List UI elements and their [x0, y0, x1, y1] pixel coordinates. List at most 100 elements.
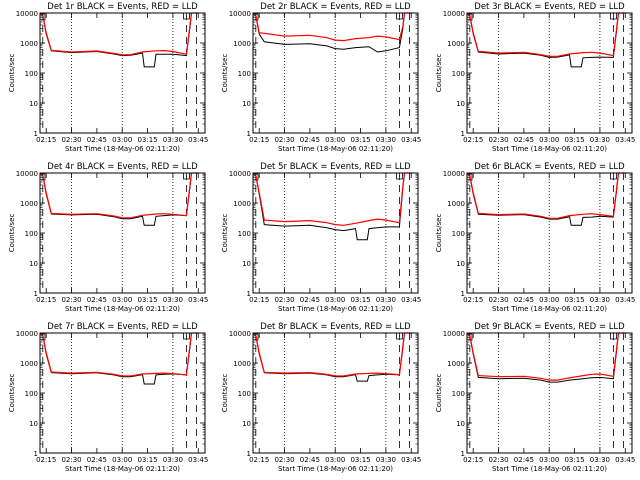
- x-tick-label: 03:30: [163, 296, 183, 304]
- chart-panel: Det 1r BLACK = Events, RED = LLD 1 10 100 10…: [8, 2, 208, 153]
- x-tick-label: 03:30: [590, 296, 610, 304]
- y-axis-label: Counts/sec: [221, 54, 229, 93]
- series-lld-line: [39, 332, 199, 377]
- y-tick-label: 1: [34, 130, 38, 138]
- x-tick-label: 02:30: [488, 456, 508, 464]
- y-tick-label: 10: [29, 100, 38, 108]
- x-tick-label: 02:15: [249, 136, 269, 144]
- y-axis-label: Counts/sec: [221, 214, 229, 253]
- chart-title: Det 8r BLACK = Events, RED = LLD: [260, 322, 411, 332]
- y-tick-label: 100: [25, 230, 38, 238]
- y-tick-label: 1000: [20, 360, 38, 368]
- x-axis-label: Start Time (18-May-06 02:11:20): [65, 465, 180, 473]
- x-tick-label: 02:15: [463, 296, 483, 304]
- y-axis-label: Counts/sec: [221, 374, 229, 413]
- y-tick-label: 100: [238, 230, 251, 238]
- x-tick-label: 03:30: [163, 136, 183, 144]
- chart-panel: Det 3r BLACK = Events, RED = LLD 1 10 100 10…: [435, 2, 635, 153]
- x-tick-label: 02:45: [514, 296, 534, 304]
- series-lld-line: [466, 332, 626, 381]
- x-tick-label: 02:15: [249, 456, 269, 464]
- bracket-marker: [610, 13, 617, 20]
- y-tick-label: 10000: [229, 330, 251, 338]
- x-axis-label: Start Time (18-May-06 02:11:20): [492, 305, 607, 313]
- y-tick-label: 10: [29, 260, 38, 268]
- chart-panel: Det 8r BLACK = Events, RED = LLD 1 10 100 10…: [221, 322, 421, 473]
- bracket-marker: [254, 173, 259, 181]
- chart-title: Det 2r BLACK = Events, RED = LLD: [260, 2, 411, 12]
- chart-panel: Det 9r BLACK = Events, RED = LLD 1 10 100 10…: [435, 322, 635, 473]
- y-tick-label: 1000: [233, 360, 251, 368]
- x-tick-label: 03:00: [112, 456, 132, 464]
- series-events-line: [252, 172, 412, 241]
- y-axis-label: Counts/sec: [435, 374, 443, 413]
- chart-title: Det 7r BLACK = Events, RED = LLD: [47, 322, 198, 332]
- x-tick-label: 03:15: [137, 136, 157, 144]
- chart-title: Det 5r BLACK = Events, RED = LLD: [260, 162, 411, 172]
- series-events-line: [466, 12, 626, 68]
- bracket-marker: [41, 13, 46, 21]
- chart-panel: Det 4r BLACK = Events, RED = LLD 1 10 100 10…: [8, 162, 208, 313]
- y-tick-label: 1000: [447, 360, 465, 368]
- x-tick-label: 03:15: [137, 296, 157, 304]
- bracket-marker: [468, 333, 473, 341]
- x-tick-label: 03:45: [615, 456, 635, 464]
- x-tick-label: 02:30: [274, 456, 294, 464]
- y-tick-label: 10000: [229, 170, 251, 178]
- x-tick-label: 02:45: [87, 456, 107, 464]
- y-axis-label: Counts/sec: [8, 54, 16, 93]
- x-tick-label: 02:30: [61, 296, 81, 304]
- y-tick-label: 1: [34, 450, 38, 458]
- y-tick-label: 100: [452, 390, 465, 398]
- x-tick-label: 02:45: [514, 456, 534, 464]
- series-lld-line: [252, 172, 412, 226]
- x-tick-label: 02:15: [36, 456, 56, 464]
- chart-panel: Det 6r BLACK = Events, RED = LLD 1 10 100 10…: [435, 162, 635, 313]
- series-lld-line: [466, 172, 626, 219]
- x-tick-label: 02:15: [463, 136, 483, 144]
- series-lld-line: [466, 12, 626, 57]
- x-axis-label: Start Time (18-May-06 02:11:20): [65, 305, 180, 313]
- x-tick-label: 02:15: [463, 456, 483, 464]
- x-tick-label: 03:45: [615, 296, 635, 304]
- x-tick-label: 03:15: [350, 136, 370, 144]
- y-tick-label: 1000: [447, 200, 465, 208]
- x-tick-label: 03:45: [188, 136, 208, 144]
- y-tick-label: 10000: [229, 10, 251, 18]
- y-tick-label: 10000: [16, 330, 38, 338]
- y-tick-label: 10000: [16, 10, 38, 18]
- x-tick-label: 03:30: [590, 136, 610, 144]
- y-tick-label: 10: [456, 100, 465, 108]
- x-tick-label: 02:45: [300, 136, 320, 144]
- y-tick-label: 10000: [443, 330, 465, 338]
- x-tick-label: 02:30: [488, 296, 508, 304]
- bracket-marker: [396, 13, 403, 20]
- y-tick-label: 100: [25, 70, 38, 78]
- y-tick-label: 100: [238, 70, 251, 78]
- x-tick-label: 02:45: [514, 136, 534, 144]
- y-tick-label: 1000: [447, 40, 465, 48]
- bracket-marker: [396, 333, 403, 340]
- chart-title: Det 6r BLACK = Events, RED = LLD: [474, 162, 625, 172]
- y-tick-label: 10: [242, 260, 251, 268]
- x-tick-label: 03:00: [325, 136, 345, 144]
- bracket-marker: [183, 13, 190, 20]
- y-tick-label: 10: [242, 420, 251, 428]
- x-tick-label: 03:00: [325, 296, 345, 304]
- y-tick-label: 1: [461, 450, 465, 458]
- x-tick-label: 02:15: [36, 136, 56, 144]
- bracket-marker: [610, 333, 617, 340]
- x-tick-label: 02:30: [61, 456, 81, 464]
- x-tick-label: 03:00: [112, 296, 132, 304]
- y-tick-label: 10000: [443, 170, 465, 178]
- y-tick-label: 1: [247, 290, 251, 298]
- y-tick-label: 100: [452, 70, 465, 78]
- bracket-marker: [183, 333, 190, 340]
- x-axis-label: Start Time (18-May-06 02:11:20): [492, 145, 607, 153]
- x-tick-label: 03:30: [590, 456, 610, 464]
- bracket-marker: [610, 173, 617, 180]
- chart-title: Det 9r BLACK = Events, RED = LLD: [474, 322, 625, 332]
- y-tick-label: 10000: [443, 10, 465, 18]
- x-tick-label: 03:45: [401, 296, 421, 304]
- y-tick-label: 1000: [20, 40, 38, 48]
